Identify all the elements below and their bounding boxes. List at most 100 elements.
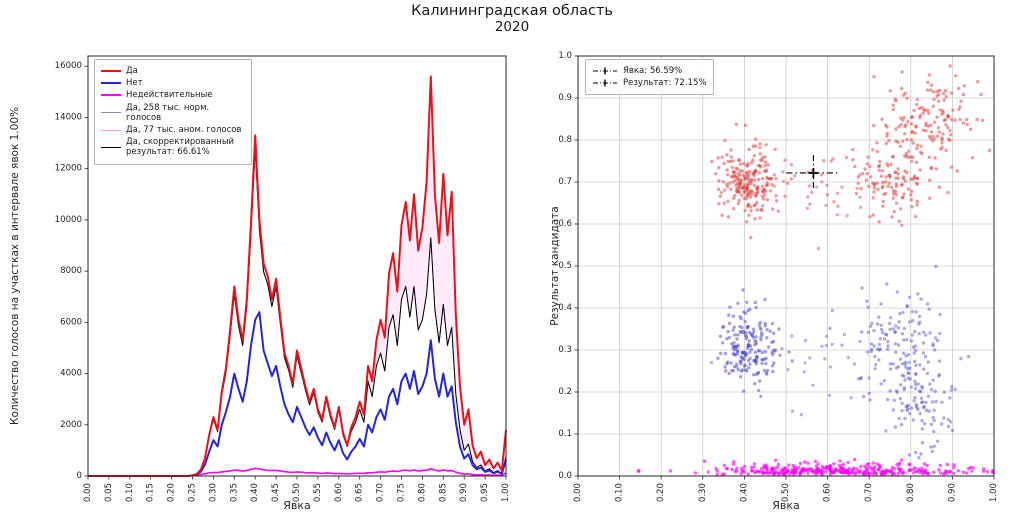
dashdot-marker-icon [593,67,617,75]
svg-text:0.40: 0.40 [250,483,260,502]
svg-text:0.05: 0.05 [104,483,114,502]
scatter-cluster-no-low-turnout [716,288,794,399]
svg-text:6000: 6000 [60,317,82,327]
svg-text:0.70: 0.70 [376,483,386,502]
svg-text:0.60: 0.60 [334,483,344,502]
svg-text:0.15: 0.15 [146,483,156,502]
scatter-legend: Явка: 56.59% Результат: 72.15% [585,59,715,95]
scatter-cluster-invalid [636,457,994,476]
scatter-cluster-yes-mid-turnout [758,146,872,251]
svg-text:0.1: 0.1 [558,429,572,439]
scatter-frame [577,55,995,477]
svg-text:0.40: 0.40 [739,483,749,502]
svg-text:0.8: 0.8 [558,135,572,145]
svg-text:0.85: 0.85 [438,483,448,502]
svg-text:0.0: 0.0 [558,471,572,481]
svg-text:0.20: 0.20 [167,483,177,502]
svg-text:Количество голосов на участках: Количество голосов на участках в интерва… [9,107,21,425]
histogram-legend: Да Нет Недействительные Да, 258 тыс. нор… [94,59,252,165]
svg-text:0.65: 0.65 [355,483,365,502]
svg-text:8000: 8000 [60,266,82,276]
legend-label: Нет [126,78,143,89]
svg-text:2000: 2000 [60,420,82,430]
legend-item-normal-votes: Да, 258 тыс. норм. голосов [101,103,244,123]
svg-text:0.95: 0.95 [480,483,490,502]
scatter-grid [577,55,995,477]
svg-text:0.7: 0.7 [558,177,572,187]
legend-label: Да, 258 тыс. норм. голосов [126,102,210,123]
scatter-cluster-no-high-turnout-a [828,264,971,403]
svg-text:0.10: 0.10 [615,483,625,502]
scatter-cluster-yes-high-turnout-b [851,64,992,173]
year-subtitle: 2020 [494,18,530,35]
svg-text:Результат кандидата: Результат кандидата [549,206,561,325]
legend-label: Результат: 72.15% [623,78,707,88]
legend-label: Да [126,66,138,76]
legend-item-turnout-marker: Явка: 56.59% [592,66,706,76]
svg-text:0: 0 [77,471,82,481]
legend-label: Недействительные [126,90,213,101]
svg-text:0.90: 0.90 [947,483,957,502]
svg-text:10000: 10000 [55,215,82,225]
svg-text:0.50: 0.50 [781,483,791,502]
svg-text:0.35: 0.35 [229,483,239,502]
svg-text:0.4: 0.4 [558,303,572,313]
svg-text:Явка: Явка [772,499,800,512]
scatter-cluster-no-high-turnout-b [859,338,963,474]
dashdot-marker-icon [593,79,617,87]
svg-text:Явка: Явка [283,499,311,512]
svg-text:0.50: 0.50 [292,483,302,502]
svg-text:12000: 12000 [55,164,82,174]
svg-text:0.80: 0.80 [906,483,916,502]
legend-item-corrected-result: Да, скорректированный результат: 66.61% [101,137,244,157]
svg-text:0.20: 0.20 [656,483,666,502]
svg-text:0.00: 0.00 [83,483,93,502]
histogram-axes: 0.00 0.05 0.10 0.15 0.20 0.25 0.30 0.35 0.40 0.45… [9,61,511,512]
scatter-cluster-yes-low-turnout [710,122,793,240]
anomalous-votes-line-swatch [101,129,121,131]
region-title: Калининградская область [411,3,613,19]
histogram-frame [87,55,507,477]
svg-text:0.10: 0.10 [125,483,135,502]
svg-text:1.00: 1.00 [501,483,511,502]
no-line-swatch [101,82,121,85]
svg-text:0.3: 0.3 [558,345,572,355]
svg-text:0.5: 0.5 [558,261,572,271]
svg-text:0.60: 0.60 [823,483,833,502]
normal-votes-line-swatch [101,112,121,114]
svg-text:14000: 14000 [55,112,82,122]
scatter-cluster-yes-high-turnout-a [851,118,950,227]
svg-text:0.2: 0.2 [558,387,572,397]
svg-text:0.6: 0.6 [558,219,572,229]
svg-text:0.45: 0.45 [271,483,281,502]
scatter-cluster-no-mid-turnout [709,332,877,417]
svg-text:0.30: 0.30 [698,483,708,502]
svg-text:0.25: 0.25 [188,483,198,502]
corrected-result-line-swatch [101,146,121,148]
invalid-line-swatch [101,94,121,97]
svg-text:0.75: 0.75 [397,483,407,502]
series-line-1 [88,311,507,477]
svg-text:0.9: 0.9 [558,93,572,103]
legend-item-result-marker: Результат: 72.15% [592,78,706,88]
legend-item-invalid: Недействительные [101,90,244,100]
scatter-axes: 0.00 0.10 0.20 0.30 0.40 0.50 0.60 0.70 0.80 0.90… [549,51,999,512]
figure-title: Калининградская область 2020 [0,3,1024,35]
legend-item-anomalous-votes: Да, 77 тыс. аном. голосов [101,125,244,135]
legend-label: Да, 77 тыс. аном. голосов [126,124,242,135]
legend-item-no: Нет [101,78,244,88]
svg-text:0.00: 0.00 [573,483,583,502]
turnout-result-crosshair [786,154,841,191]
svg-text:0.30: 0.30 [208,483,218,502]
series-line-2 [88,467,507,477]
svg-text:1.0: 1.0 [558,51,572,61]
yes-line-swatch [101,70,121,73]
legend-item-yes: Да [101,66,244,76]
legend-label: Явка: 56.59% [623,66,683,76]
legend-label: Да, скорректированный результат: 66.61% [126,137,235,158]
svg-text:1.00: 1.00 [989,483,999,502]
svg-text:0.55: 0.55 [313,483,323,502]
svg-text:0.80: 0.80 [417,483,427,502]
